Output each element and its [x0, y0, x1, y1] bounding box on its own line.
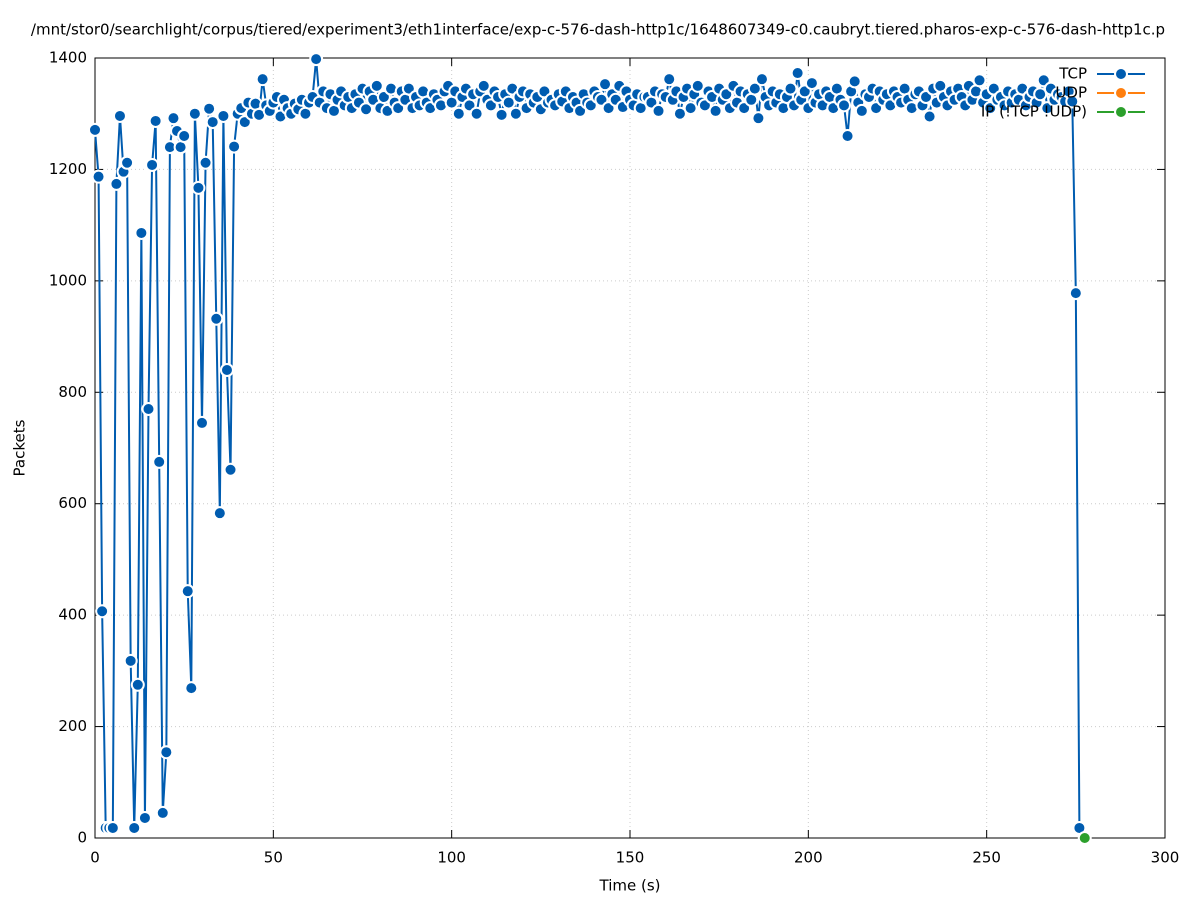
- data-point: [672, 106, 687, 121]
- data-point: [369, 78, 384, 93]
- y-tick-label: 400: [58, 606, 87, 624]
- data-point: [708, 103, 723, 118]
- data-point: [840, 129, 855, 143]
- data-point: [223, 462, 238, 477]
- data-point: [494, 107, 509, 122]
- data-point: [137, 810, 152, 825]
- data-point: [95, 604, 110, 619]
- data-point: [166, 111, 181, 126]
- data-point: [501, 95, 516, 110]
- data-point: [476, 78, 491, 93]
- data-point: [508, 106, 523, 121]
- data-point: [184, 681, 199, 696]
- data-point: [847, 74, 862, 89]
- x-tick-label: 150: [616, 849, 645, 867]
- data-point: [922, 109, 937, 124]
- data-point: [790, 66, 805, 81]
- y-tick-label: 1000: [49, 271, 87, 289]
- data-point: [187, 106, 202, 121]
- data-point: [112, 108, 127, 123]
- data-point: [180, 584, 195, 599]
- legend-marker: [1114, 105, 1128, 119]
- y-tick-label: 1200: [49, 160, 87, 178]
- data-point: [747, 81, 762, 96]
- data-point: [690, 78, 705, 93]
- data-point: [209, 311, 224, 326]
- data-point: [105, 820, 120, 835]
- legend-marker: [1114, 67, 1128, 81]
- legend-label: TCP: [1058, 65, 1087, 83]
- x-tick-label: 0: [90, 849, 100, 867]
- data-point: [134, 225, 149, 240]
- data-point: [155, 805, 170, 820]
- chart-title: /mnt/stor0/searchlight/corpus/tiered/exp…: [31, 21, 1165, 39]
- x-axis-label: Time (s): [599, 877, 661, 895]
- x-tick-label: 100: [437, 849, 466, 867]
- data-point: [148, 113, 163, 128]
- data-point: [123, 653, 138, 668]
- x-tick-label: 300: [1151, 849, 1180, 867]
- data-point: [783, 81, 798, 96]
- data-point: [651, 103, 666, 118]
- data-point: [972, 73, 987, 88]
- plot-frame: [94, 57, 1166, 839]
- data-point: [683, 101, 698, 116]
- y-tick-label: 0: [77, 829, 87, 847]
- x-tick-label: 200: [794, 849, 823, 867]
- data-point: [120, 155, 135, 170]
- data-point: [255, 72, 270, 87]
- data-point: [1077, 831, 1092, 845]
- data-point: [451, 106, 466, 121]
- y-tick-label: 1400: [49, 49, 87, 67]
- data-point: [152, 454, 167, 469]
- data-point: [205, 115, 220, 130]
- x-tick-label: 250: [972, 849, 1001, 867]
- data-point: [469, 106, 484, 121]
- y-tick-label: 800: [58, 383, 87, 401]
- data-point: [804, 76, 819, 91]
- data-point: [191, 180, 206, 195]
- series-line: [94, 59, 1081, 829]
- data-point: [359, 102, 374, 117]
- legend-marker: [1114, 86, 1128, 100]
- data-point: [212, 506, 227, 521]
- y-tick-label: 200: [58, 717, 87, 735]
- data-point: [202, 101, 217, 116]
- data-point: [109, 176, 124, 191]
- data-point: [837, 98, 851, 113]
- data-point: [159, 745, 174, 760]
- data-point: [216, 108, 231, 123]
- data-point: [1068, 286, 1083, 301]
- data-point: [141, 402, 156, 416]
- data-point: [1033, 87, 1048, 102]
- data-point: [177, 129, 192, 143]
- x-tick-label: 50: [264, 849, 283, 867]
- data-point: [309, 52, 324, 67]
- data-point: [219, 363, 234, 377]
- data-point: [854, 103, 869, 118]
- data-point: [198, 155, 213, 170]
- data-point: [145, 157, 160, 172]
- data-point: [88, 122, 102, 137]
- data-point: [598, 77, 613, 92]
- legend-label: IP (!TCP !UDP): [981, 103, 1087, 121]
- y-tick-label: 600: [58, 494, 87, 512]
- data-point: [195, 415, 209, 430]
- y-axis-label: Packets: [11, 419, 29, 476]
- data-point: [1065, 94, 1080, 109]
- data-point: [227, 139, 242, 154]
- data-point: [130, 677, 145, 692]
- legend-label: UDP: [1055, 84, 1087, 102]
- data-point: [754, 72, 769, 87]
- data-point: [662, 72, 677, 87]
- data-point: [91, 169, 106, 184]
- data-point: [751, 111, 766, 126]
- data-point: [127, 820, 142, 835]
